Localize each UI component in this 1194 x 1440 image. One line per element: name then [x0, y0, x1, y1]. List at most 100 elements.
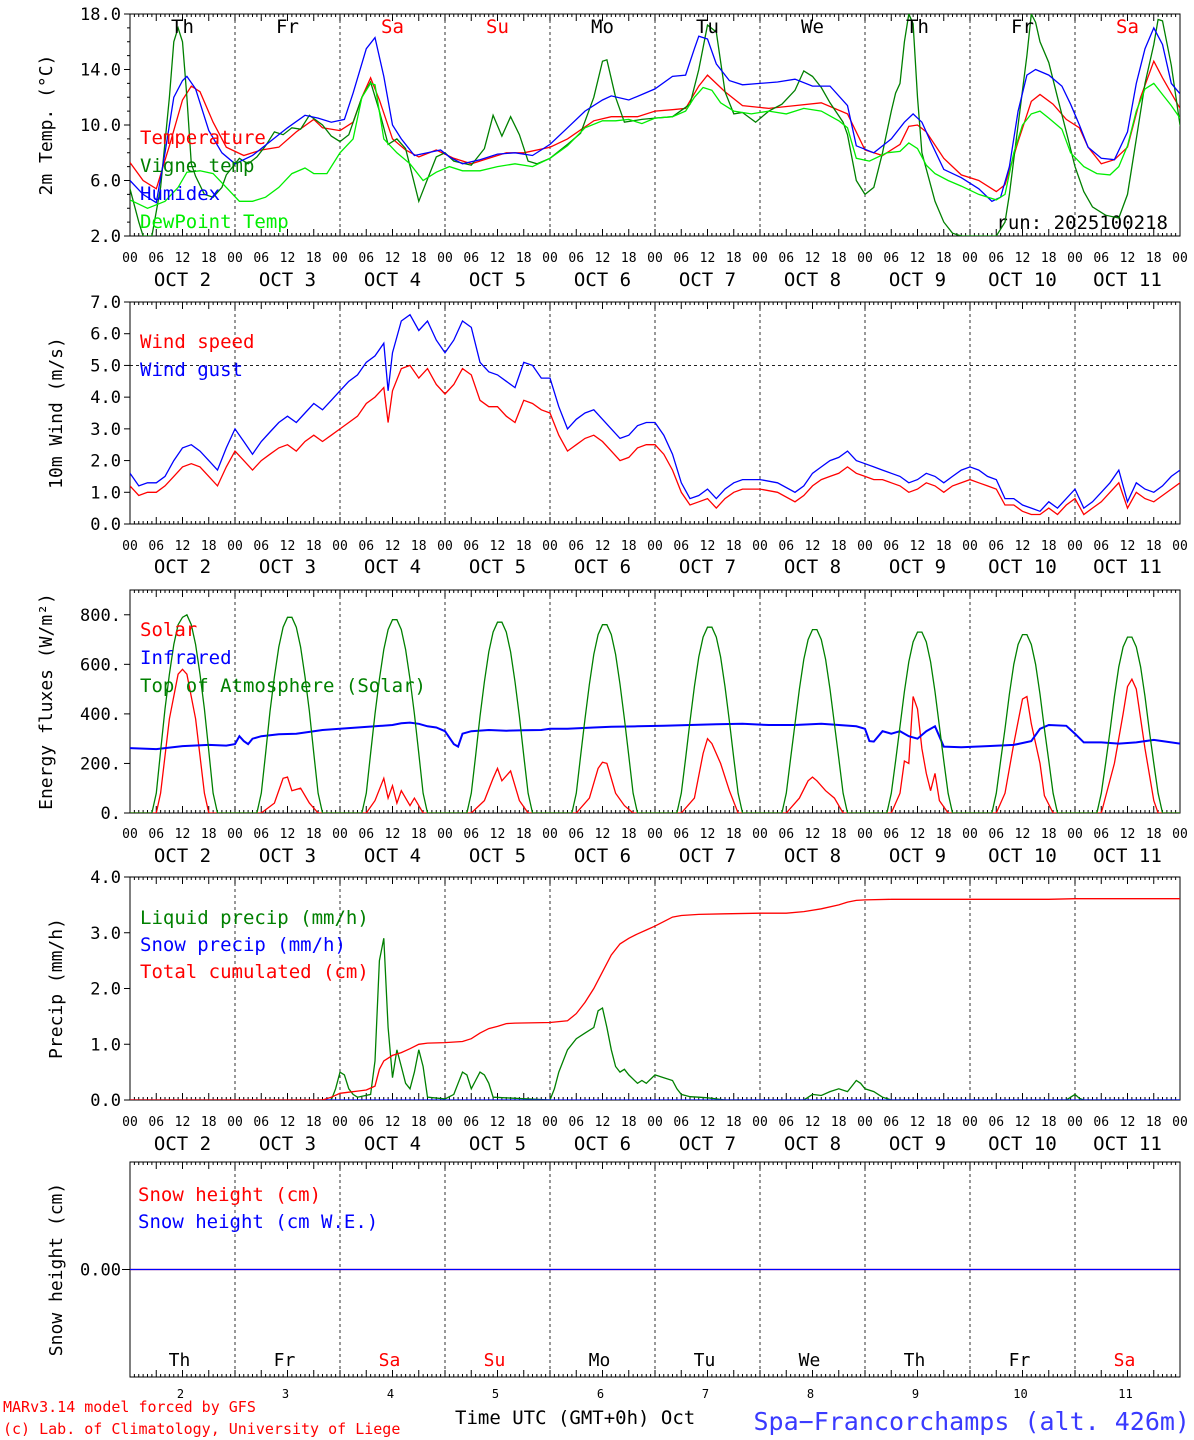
hour-tick-label: 12 [805, 251, 821, 266]
hour-tick-label: 00 [1067, 827, 1083, 842]
y-tick-label: 10.0 [80, 116, 121, 136]
hour-tick-label: 12 [805, 539, 821, 554]
date-label: OCT 4 [364, 556, 421, 578]
hour-tick-label: 00 [542, 251, 558, 266]
hour-tick-label: 18 [1146, 1115, 1162, 1130]
hour-tick-label: 12 [175, 251, 191, 266]
day-number-label: 10 [1013, 1387, 1027, 1401]
y-tick-label: 0.0 [90, 515, 121, 535]
legend-entry: DewPoint Temp [140, 211, 289, 233]
date-label: OCT 5 [469, 1133, 526, 1155]
date-label: OCT 6 [574, 845, 631, 867]
hour-tick-label: 18 [411, 251, 427, 266]
hour-tick-label: 18 [516, 1115, 532, 1130]
hour-tick-label: 06 [778, 1115, 794, 1130]
hour-tick-label: 12 [595, 539, 611, 554]
hour-tick-label: 00 [1172, 539, 1188, 554]
y-tick-label: 5.0 [90, 356, 121, 376]
hour-tick-label: 12 [490, 539, 506, 554]
hour-tick-label: 18 [201, 251, 217, 266]
day-number-label: 7 [702, 1387, 709, 1401]
day-number-label: 5 [492, 1387, 499, 1401]
hour-tick-label: 18 [1146, 827, 1162, 842]
hour-tick-label: 12 [385, 1115, 401, 1130]
hour-tick-label: 00 [1172, 827, 1188, 842]
hour-tick-label: 00 [752, 539, 768, 554]
date-label: OCT 5 [469, 845, 526, 867]
day-number-label: 11 [1118, 1387, 1132, 1401]
hour-tick-label: 12 [910, 539, 926, 554]
date-label: OCT 10 [988, 556, 1057, 578]
hour-tick-label: 18 [936, 827, 952, 842]
hour-tick-label: 00 [332, 1115, 348, 1130]
series-line-temperature [130, 59, 1180, 193]
hour-tick-label: 00 [647, 827, 663, 842]
hour-tick-label: 00 [227, 1115, 243, 1130]
weekday-label: Tu [694, 1350, 716, 1371]
hour-tick-label: 00 [227, 827, 243, 842]
hour-tick-label: 00 [752, 1115, 768, 1130]
hour-tick-label: 00 [542, 1115, 558, 1130]
hour-tick-label: 18 [1041, 539, 1057, 554]
hour-tick-label: 18 [201, 539, 217, 554]
weekday-label: We [801, 16, 824, 38]
hour-tick-label: 12 [1120, 827, 1136, 842]
hour-tick-label: 00 [1172, 1115, 1188, 1130]
hour-tick-label: 00 [332, 251, 348, 266]
y-axis-label: 10m Wind (m/s) [46, 337, 67, 489]
hour-tick-label: 12 [1015, 827, 1031, 842]
hour-tick-label: 00 [962, 539, 978, 554]
weekday-label: Mo [589, 1350, 611, 1371]
hour-tick-label: 18 [936, 251, 952, 266]
y-tick-label: 14.0 [80, 61, 121, 81]
hour-tick-label: 00 [437, 251, 453, 266]
legend-entry: Wind speed [140, 331, 254, 353]
time-axis-label: Time UTC (GMT+0h) Oct [455, 1407, 695, 1429]
series-line-humidex [130, 26, 1180, 204]
date-label: OCT 4 [364, 269, 421, 291]
y-tick-label: 0. [101, 804, 121, 824]
panel-temperature [124, 13, 1181, 237]
hour-tick-label: 06 [988, 539, 1004, 554]
credit-line-1: MARv3.14 model forced by GFS [3, 1398, 256, 1416]
hour-tick-label: 12 [490, 1115, 506, 1130]
date-label: OCT 11 [1093, 556, 1162, 578]
hour-tick-label: 12 [1120, 539, 1136, 554]
hour-tick-label: 00 [647, 1115, 663, 1130]
hour-tick-label: 12 [280, 251, 296, 266]
series-line-wind-gust [130, 313, 1180, 513]
y-axis-label: Precip (mm/h) [46, 918, 67, 1059]
date-label: OCT 4 [364, 1133, 421, 1155]
date-label: OCT 3 [259, 556, 316, 578]
hour-tick-label: 12 [175, 827, 191, 842]
run-label: run: 2025100218 [996, 212, 1168, 234]
date-label: OCT 7 [679, 1133, 736, 1155]
hour-tick-label: 06 [568, 539, 584, 554]
hour-tick-label: 18 [726, 827, 742, 842]
hour-tick-label: 00 [122, 827, 138, 842]
hour-tick-label: 06 [148, 827, 164, 842]
hour-tick-label: 18 [726, 539, 742, 554]
hour-tick-label: 06 [1093, 1115, 1109, 1130]
weekday-label: Mo [591, 16, 614, 38]
hour-tick-label: 06 [883, 1115, 899, 1130]
weekday-label: Fr [274, 1350, 296, 1371]
date-label: OCT 8 [784, 845, 841, 867]
day-number-label: 8 [807, 1387, 814, 1401]
hour-tick-label: 12 [1015, 539, 1031, 554]
date-label: OCT 8 [784, 556, 841, 578]
hour-tick-label: 00 [647, 539, 663, 554]
y-axis-label: Energy fluxes (W/m²) [36, 593, 57, 810]
weekday-label: Sa [381, 16, 404, 38]
hour-tick-label: 18 [306, 539, 322, 554]
hour-tick-label: 12 [175, 539, 191, 554]
hour-tick-label: 06 [568, 827, 584, 842]
hour-tick-label: 00 [752, 251, 768, 266]
panel-snow [122, 1161, 1181, 1378]
hour-tick-label: 06 [148, 251, 164, 266]
date-label: OCT 9 [889, 556, 946, 578]
date-label: OCT 7 [679, 269, 736, 291]
day-number-label: 9 [912, 1387, 919, 1401]
date-label: OCT 10 [988, 845, 1057, 867]
weekday-label: Sa [1114, 1350, 1136, 1371]
